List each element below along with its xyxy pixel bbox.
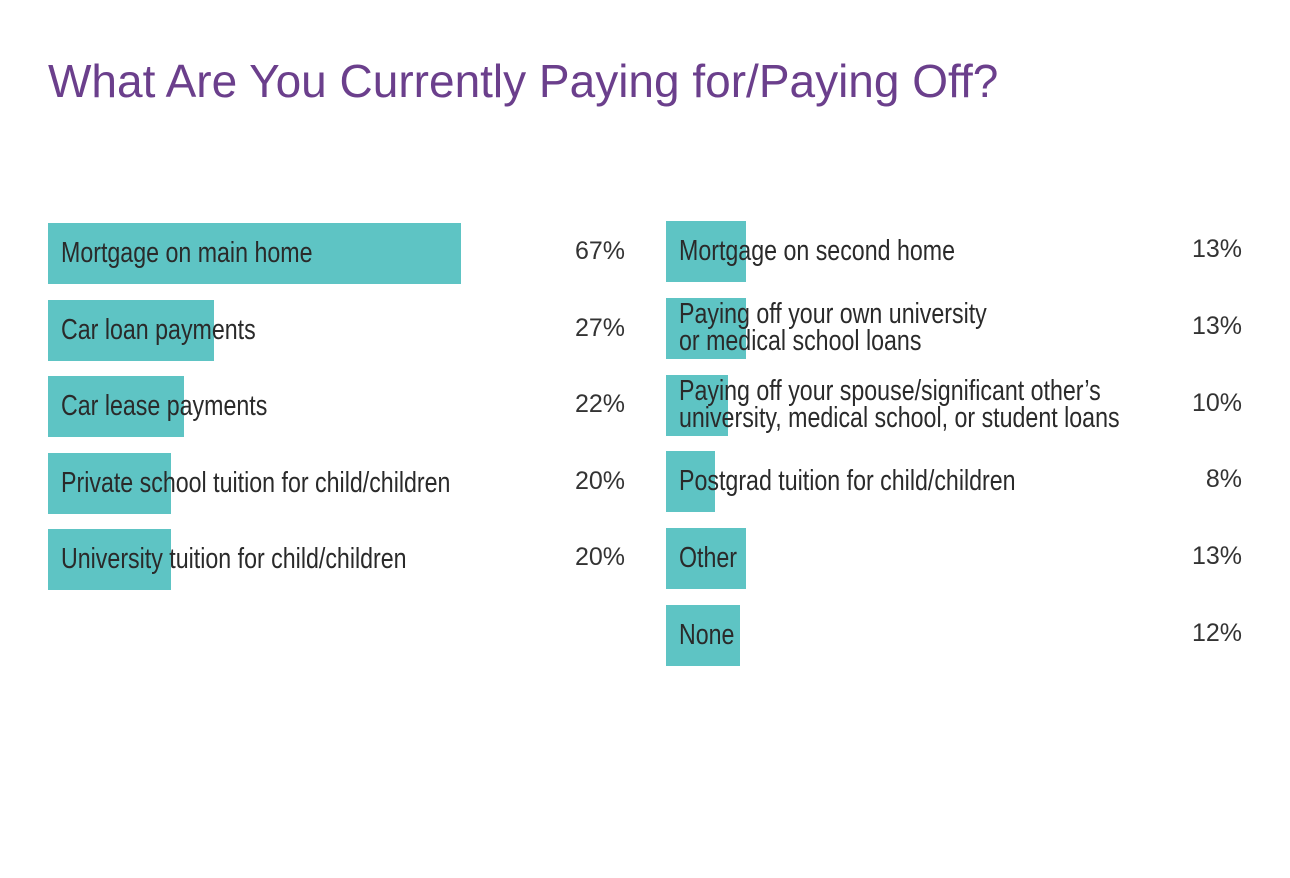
category-label: Mortgage on main home bbox=[61, 237, 313, 269]
category-label-box: Paying off your own university or medica… bbox=[679, 298, 1290, 359]
category-label: Car loan payments bbox=[61, 313, 256, 346]
bar bbox=[666, 451, 716, 513]
value-label: 20% bbox=[574, 466, 625, 495]
category-label: Private school tuition for child/childre… bbox=[61, 466, 451, 499]
bar bbox=[48, 299, 215, 361]
category-label: Car lease payments bbox=[61, 390, 268, 422]
bar bbox=[666, 528, 747, 590]
category-label-box: Car loan payments bbox=[61, 300, 761, 361]
bar bbox=[666, 221, 747, 282]
bar bbox=[48, 529, 172, 590]
value-label: 22% bbox=[574, 390, 625, 418]
bar bbox=[48, 223, 461, 284]
category-label-box: Mortgage on second home bbox=[679, 221, 1290, 282]
bar bbox=[666, 605, 740, 666]
category-label: Paying off your own university or medica… bbox=[679, 298, 987, 358]
value-label: 10% bbox=[1191, 388, 1242, 417]
value-label: 12% bbox=[1191, 619, 1242, 647]
category-label: Paying off your spouse/significant other… bbox=[679, 375, 1120, 435]
value-label: 20% bbox=[574, 543, 625, 571]
bar bbox=[666, 297, 747, 359]
category-label-box: None bbox=[679, 605, 1290, 666]
category-label: University tuition for child/children bbox=[61, 543, 407, 575]
bar bbox=[48, 452, 172, 514]
category-label: Mortgage on second home bbox=[679, 235, 955, 267]
category-label: None bbox=[679, 619, 735, 651]
category-label-box: Other bbox=[679, 528, 1290, 589]
bar bbox=[666, 374, 728, 436]
category-label-box: Mortgage on main home bbox=[61, 223, 761, 284]
category-label-box: Private school tuition for child/childre… bbox=[61, 453, 761, 514]
category-label-box: University tuition for child/children bbox=[61, 529, 761, 590]
bar bbox=[48, 376, 184, 437]
value-label: 13% bbox=[1191, 542, 1242, 571]
value-label: 8% bbox=[1205, 465, 1242, 494]
value-label: 13% bbox=[1191, 235, 1242, 263]
chart-title: What Are You Currently Paying for/Paying… bbox=[48, 55, 999, 107]
value-label: 67% bbox=[574, 237, 625, 265]
category-label-box: Car lease payments bbox=[61, 376, 761, 437]
category-label-box: Postgrad tuition for child/children bbox=[679, 451, 1290, 512]
value-label: 13% bbox=[1191, 311, 1242, 340]
category-label: Other bbox=[679, 542, 738, 575]
value-label: 27% bbox=[574, 313, 625, 342]
category-label: Postgrad tuition for child/children bbox=[679, 465, 1016, 498]
category-label-box: Paying off your spouse/significant other… bbox=[679, 375, 1290, 436]
